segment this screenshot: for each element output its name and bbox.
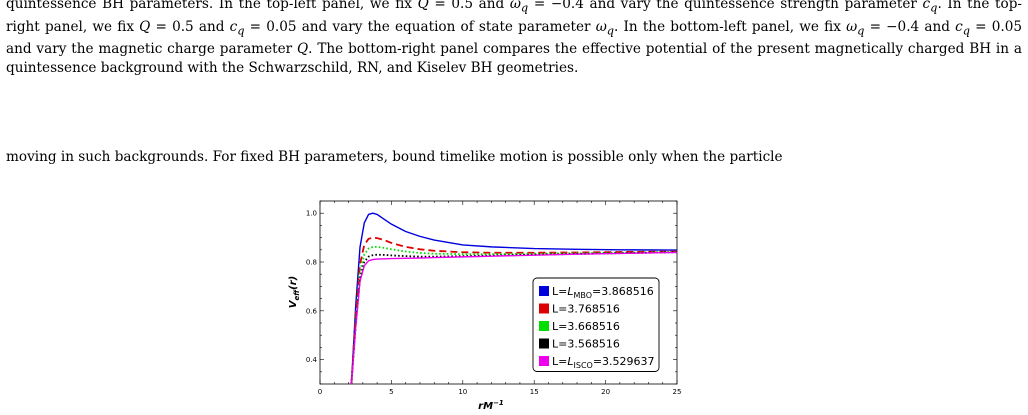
x-tick-label: 5 <box>389 388 393 396</box>
caption-text: = 0.5 and <box>150 18 230 35</box>
legend-swatch <box>539 321 549 331</box>
legend-swatch <box>539 286 549 296</box>
caption-text: = −0.4 and vary the quintessence strengt… <box>528 0 923 12</box>
caption-symbol-q: Q <box>417 0 429 12</box>
series-group <box>350 212 678 385</box>
legend-entry: L=3.568516 <box>552 338 620 351</box>
series-line-2 <box>350 236 678 385</box>
legend-swatch <box>539 356 549 366</box>
caption-text: = 0.05 and vary the magnetic charge para… <box>6 18 1022 58</box>
x-tick-label: 20 <box>601 388 610 396</box>
caption-symbol-omega: ω <box>509 0 521 12</box>
caption-text: = 0.05 and vary the equation of state pa… <box>244 18 596 35</box>
legend-entry: L=3.768516 <box>552 303 620 316</box>
legend-entry: L=LISCO=3.529637 <box>552 355 655 370</box>
caption-text: . In the bottom-left panel, we fix <box>614 18 847 35</box>
caption-subscript-q: q <box>962 23 970 38</box>
x-tick-label: 25 <box>673 388 682 396</box>
caption-symbol-c: c <box>955 18 963 35</box>
caption-symbol-q: Q <box>139 18 151 35</box>
effective-potential-chart: 0 5 10 15 20 250.40.60.81.0 L=LMBO=3.868516L=… <box>288 200 682 412</box>
legend-box <box>532 277 660 372</box>
legend-entry: L=3.668516 <box>552 320 620 333</box>
plot-frame <box>319 200 678 385</box>
caption-subscript-q: q <box>606 23 615 38</box>
y-tick-label: 1.0 <box>306 210 317 218</box>
series-line-3 <box>350 245 678 385</box>
x-tick-label: 0 <box>318 388 322 396</box>
y-tick-label: 0.6 <box>306 307 318 315</box>
series-line-4 <box>350 251 678 385</box>
caption-symbol-c: c <box>229 18 238 35</box>
caption-symbol-omega: ω <box>595 18 607 35</box>
legend-entry: L=LMBO=3.868516 <box>552 285 654 300</box>
x-axis-label: rM−1 <box>478 399 504 412</box>
legend: L=LMBO=3.868516 L=3.768516 L=3.668516 L=3.5… <box>532 277 660 372</box>
caption-symbol-q: Q <box>297 41 309 58</box>
caption-symbol-omega: ω <box>846 18 858 35</box>
caption-symbol-c: c <box>922 0 931 12</box>
legend-swatch <box>539 338 549 349</box>
caption-text: = −0.4 and <box>864 18 956 35</box>
caption-subscript-q: q <box>857 23 865 38</box>
effective-potential-figure: 0 5 10 15 20 25 0.4 0.6 0.8 1.0 L=LMBO=3.868516 L=… <box>285 196 695 415</box>
legend-swatch <box>539 303 549 314</box>
caption-subscript-q: q <box>520 0 529 15</box>
body-paragraph: moving in such backgrounds. For fixed BH… <box>6 149 783 165</box>
y-tick-label: 0.4 <box>306 356 318 364</box>
axis-ticks: 0 5 10 15 20 25 0.4 0.6 0.8 1.0 <box>306 200 682 396</box>
series-line-1 <box>350 212 678 385</box>
series-line-5 <box>350 251 678 385</box>
x-tick-label: 15 <box>530 388 539 396</box>
caption-text: = 0.5 and <box>428 0 510 12</box>
caption-text: . In the top-right panel, we fix <box>6 0 1022 35</box>
caption-text: quintessence BH parameters. In the top-l… <box>6 0 418 12</box>
caption-subscript-q: q <box>930 0 938 15</box>
y-tick-label: 0.8 <box>306 259 317 267</box>
y-axis-label: Veff(r) <box>288 276 301 308</box>
figure-caption: quintessence BH parameters. In the top-l… <box>6 0 1022 78</box>
caption-subscript-q: q <box>237 23 245 38</box>
caption-text: . The bottom-right panel compares the ef… <box>6 41 1022 77</box>
x-tick-label: 10 <box>458 388 467 396</box>
